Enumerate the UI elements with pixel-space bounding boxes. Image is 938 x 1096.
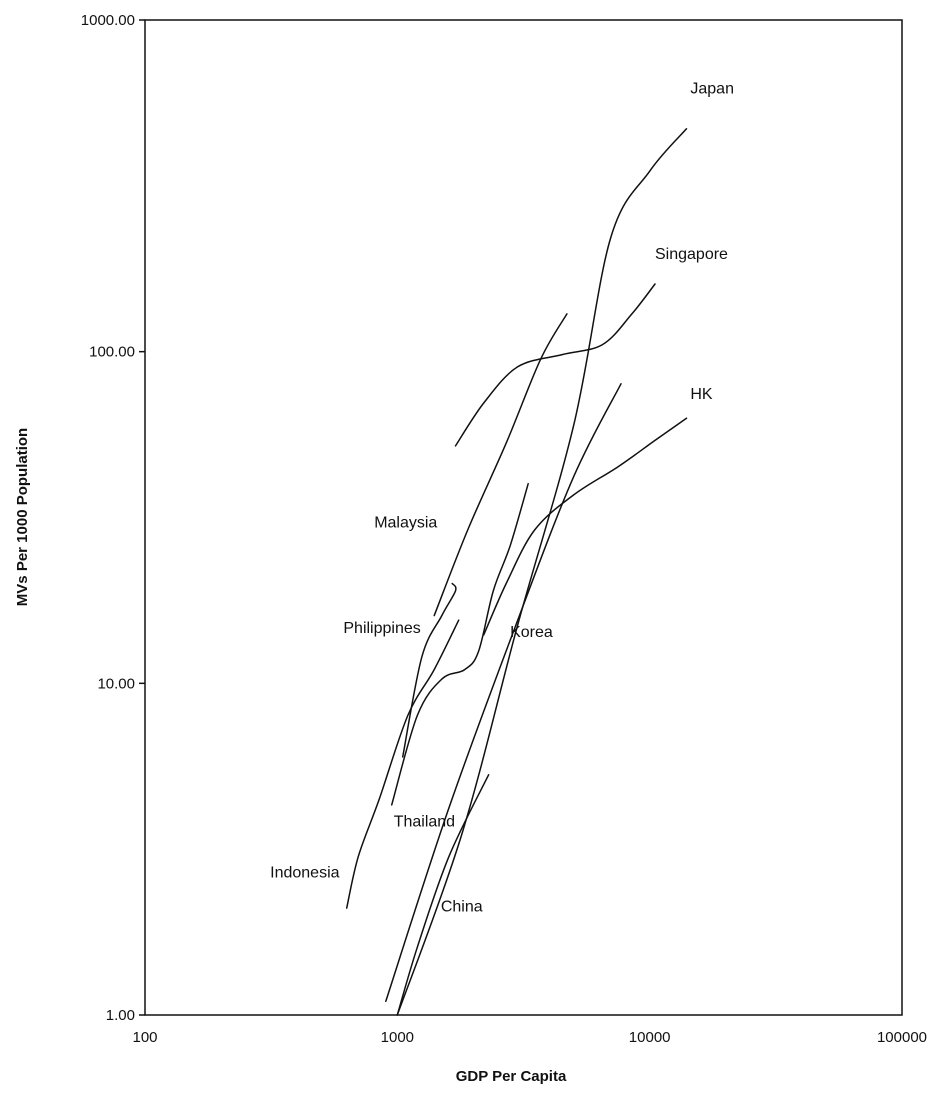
y-tick-label: 100.00 — [89, 344, 135, 361]
series-line-china — [396, 774, 490, 1016]
series-label-china: China — [441, 899, 483, 916]
series-line-korea — [385, 383, 622, 1003]
series-line-japan — [396, 128, 688, 1016]
x-tick-label: 10000 — [629, 1029, 671, 1046]
series-label-malaysia: Malaysia — [374, 515, 437, 532]
series-lines — [345, 128, 688, 1016]
axis-ticks: 1.00 10.00 100.00 1000.00 100 1000 10000 100000 — [81, 12, 927, 1046]
series-line-hk — [482, 417, 688, 636]
series-label-thailand: Thailand — [394, 814, 455, 831]
series-line-malaysia — [433, 313, 568, 617]
y-tick-label: 1000.00 — [81, 12, 135, 29]
y-tick-label: 10.00 — [97, 675, 135, 692]
series-label-philippines: Philippines — [343, 620, 420, 637]
x-tick-label: 1000 — [381, 1029, 414, 1046]
x-tick-label: 100 — [132, 1029, 157, 1046]
series-labels: Japan Singapore HK Korea Malaysia Philippines… — [270, 81, 734, 916]
y-axis-title: MVs Per 1000 Population — [14, 428, 31, 606]
plot-frame — [144, 19, 903, 1016]
series-label-japan: Japan — [690, 81, 734, 98]
y-tick-label: 1.00 — [106, 1007, 135, 1024]
series-line-singapore — [454, 283, 656, 447]
series-label-hk: HK — [690, 386, 713, 403]
series-label-korea: Korea — [510, 624, 553, 641]
series-label-singapore: Singapore — [655, 246, 728, 263]
series-line-philippines — [401, 582, 457, 758]
series-line-thailand — [390, 482, 529, 806]
x-axis-title: GDP Per Capita — [456, 1068, 567, 1085]
x-tick-label: 100000 — [877, 1029, 927, 1046]
series-line-indonesia — [345, 619, 460, 909]
series-label-indonesia: Indonesia — [270, 864, 339, 881]
